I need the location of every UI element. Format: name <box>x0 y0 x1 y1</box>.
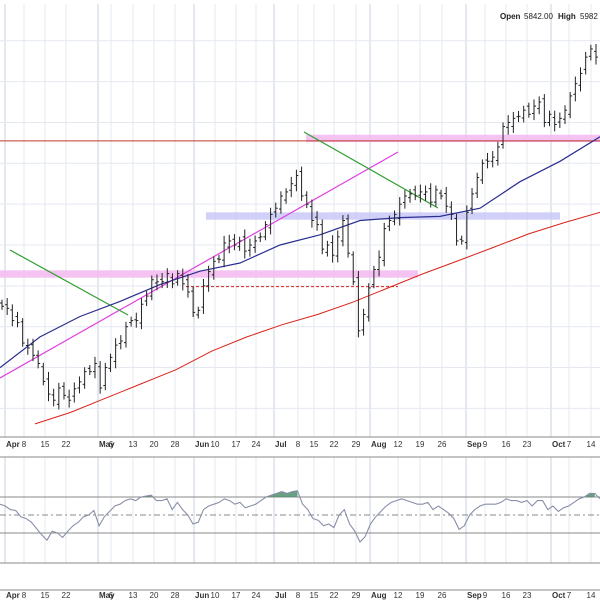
oscillator-axis-tick-label: 9 <box>483 591 488 600</box>
oscillator-axis-tick-label: 6 <box>109 591 114 600</box>
price-axis-tick-label: 6 <box>109 440 114 449</box>
price-axis-tick-label: 22 <box>62 440 71 449</box>
oscillator-axis-tick-label: 20 <box>150 591 159 600</box>
oscillator-overbought-fill <box>584 493 595 497</box>
oscillator-axis-tick-label: May <box>99 591 115 600</box>
oscillator-axis-tick-label: 16 <box>502 591 511 600</box>
price-axis-tick-label: 14 <box>587 440 596 449</box>
panel-borders <box>0 436 600 591</box>
open-value: 5842.00 <box>524 12 553 21</box>
long-moving-average-line <box>34 211 600 425</box>
oscillator-axis-tick-label: 7 <box>567 591 572 600</box>
moving-average-lines <box>0 136 600 425</box>
price-axis-tick-label: 15 <box>310 440 319 449</box>
high-label: High <box>558 12 576 21</box>
short-moving-average-line <box>0 136 600 369</box>
oscillator-axis-tick-label: 17 <box>232 591 241 600</box>
price-bars <box>0 44 598 410</box>
price-axis-tick-label: 7 <box>567 440 572 449</box>
oscillator-axis-tick-label: Jul <box>275 591 287 600</box>
price-panel-grid <box>0 4 600 437</box>
price-axis-tick-label: 29 <box>352 440 361 449</box>
price-axis-tick-label: 22 <box>330 440 339 449</box>
open-label: Open <box>500 12 521 21</box>
price-axis-tick-label: Apr <box>6 440 20 449</box>
oscillator-axis-tick-label: 12 <box>394 591 403 600</box>
oscillator-axis-tick-label: 8 <box>22 591 27 600</box>
price-axis-tick-label: 24 <box>252 440 261 449</box>
oscillator-axis-tick-label: 8 <box>296 591 301 600</box>
price-axis-tick-label: 9 <box>483 440 488 449</box>
price-axis-tick-label: Jul <box>275 440 287 449</box>
oscillator-axis-tick-label: 13 <box>129 591 138 600</box>
price-axis-tick-label: 10 <box>211 440 220 449</box>
price-axis-tick-label: 8 <box>22 440 27 449</box>
price-axis-tick-label: 15 <box>41 440 50 449</box>
oscillator-series <box>0 490 600 543</box>
price-zone <box>306 134 600 143</box>
oscillator-axis-tick-label: 23 <box>523 591 532 600</box>
price-axis-tick-label: 8 <box>296 440 301 449</box>
price-axis-tick-label: 28 <box>171 440 180 449</box>
oscillator-axis-tick-label: 22 <box>62 591 71 600</box>
price-axis-tick-label: 19 <box>416 440 425 449</box>
oscillator-axis-tick-label: 19 <box>416 591 425 600</box>
oscillator-axis-tick-label: Aug <box>371 591 387 600</box>
price-axis-tick-label: Aug <box>371 440 387 449</box>
oscillator-overbought-fill <box>266 490 298 497</box>
oscillator-axis-tick-label: 29 <box>352 591 361 600</box>
oscillator-axis-tick-label: 15 <box>310 591 319 600</box>
oscillator-axis-tick-label: Jun <box>195 591 209 600</box>
oscillator-axis-tick-label: Oct <box>552 591 566 600</box>
oscillator-axis-tick-label: 26 <box>438 591 447 600</box>
rising-trendline <box>0 151 399 379</box>
price-axis-tick-label: 20 <box>150 440 159 449</box>
oscillator-axis-tick-label: 22 <box>330 591 339 600</box>
price-axis-tick-label: 12 <box>394 440 403 449</box>
price-zone <box>206 212 560 220</box>
oscillator-axis-tick-label: 24 <box>252 591 261 600</box>
price-axis-tick-label: 16 <box>502 440 511 449</box>
price-axis-tick-label: 13 <box>129 440 138 449</box>
ohlc-info-header: Open 5842.00 High 5982 <box>500 12 598 21</box>
price-axis-tick-label: 23 <box>523 440 532 449</box>
price-axis-tick-label: May <box>99 440 115 449</box>
oscillator-axis-tick-label: 15 <box>41 591 50 600</box>
oscillator-axis-tick-label: Apr <box>6 591 20 600</box>
oscillator-line <box>0 490 600 543</box>
oscillator-axis-tick-label: Sep <box>467 591 482 600</box>
price-axis-tick-label: Oct <box>552 440 566 449</box>
oscillator-axis-tick-label: 14 <box>587 591 596 600</box>
price-axis-tick-label: 26 <box>438 440 447 449</box>
oscillator-axis-tick-label: 28 <box>171 591 180 600</box>
oscillator-panel-grid <box>0 457 600 563</box>
high-value: 5982 <box>580 12 598 21</box>
oscillator-axis-tick-label: 10 <box>211 591 220 600</box>
falling-trendline <box>9 249 129 316</box>
price-axis-tick-label: Sep <box>467 440 482 449</box>
price-axis-tick-label: Jun <box>195 440 209 449</box>
price-axis-tick-label: 17 <box>232 440 241 449</box>
